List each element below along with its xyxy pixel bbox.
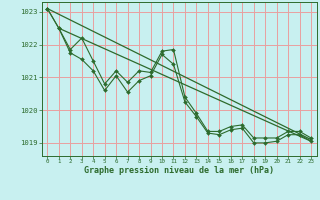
X-axis label: Graphe pression niveau de la mer (hPa): Graphe pression niveau de la mer (hPa) xyxy=(84,166,274,175)
